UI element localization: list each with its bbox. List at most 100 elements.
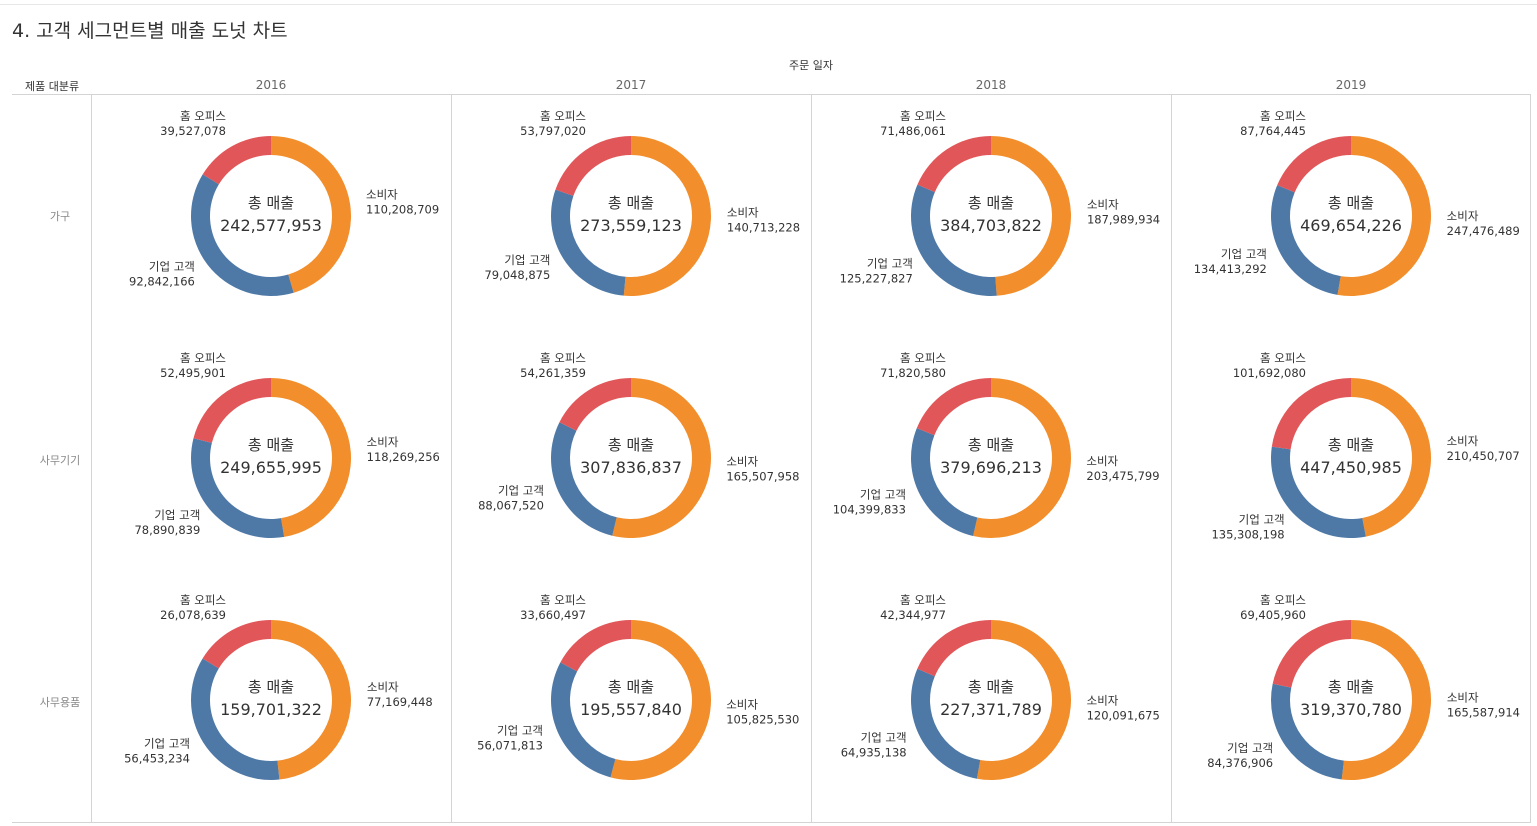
donut-slice-corporate[interactable] [1270,446,1366,538]
donut-center-total: 307,836,837 [580,458,682,477]
donut-slice-home-office[interactable] [1277,136,1351,193]
donut-center-total: 227,371,789 [940,700,1042,719]
segment-label-consumer: 소비자 [1086,454,1118,468]
donut-center-title: 총 매출 [248,436,294,454]
col-header-2019: 2019 [1335,78,1367,92]
segment-value-home-office: 33,660,497 [520,608,586,622]
segment-label-home-office: 홈 오피스 [180,351,226,365]
segment-value-corporate: 79,048,875 [484,268,550,282]
segment-value-consumer: 118,269,256 [367,450,440,464]
row-field-label: 제품 대분류 [25,80,80,93]
segment-label-home-office: 홈 오피스 [1260,109,1306,123]
donut-slice-corporate[interactable] [551,189,626,296]
segment-value-home-office: 53,797,020 [520,124,586,138]
donut-slice-corporate[interactable] [550,422,617,536]
segment-label-home-office: 홈 오피스 [180,109,226,123]
segment-label-consumer: 소비자 [1087,198,1119,212]
donut-slice-corporate[interactable] [1271,683,1344,780]
segment-label-home-office: 홈 오피스 [180,593,226,607]
donut-slice-corporate[interactable] [910,184,997,296]
segment-value-home-office: 71,486,061 [880,124,946,138]
donut-slice-consumer[interactable] [976,620,1071,780]
donut-center-title: 총 매출 [968,436,1014,454]
segment-label-corporate: 기업 고객 [154,508,200,522]
segment-value-consumer: 187,989,934 [1087,213,1160,227]
donut-slice-home-office[interactable] [917,136,991,193]
donut-slice-home-office[interactable] [193,378,271,443]
donut-slice-corporate[interactable] [190,174,294,296]
donut-slice-consumer[interactable] [991,136,1071,296]
donut-slice-home-office[interactable] [916,378,991,436]
donut-slice-corporate[interactable] [191,438,285,538]
header-divider [12,94,1531,95]
donut-slice-home-office[interactable] [202,136,271,185]
donut-slice-consumer[interactable] [271,378,352,537]
segment-value-home-office: 54,261,359 [520,366,586,380]
col-header-2016: 2016 [255,78,287,92]
segment-label-home-office: 홈 오피스 [540,351,586,365]
donut-slice-corporate[interactable] [551,662,616,778]
column-field-label: 주문 일자 [789,59,833,72]
segment-value-corporate: 134,413,292 [1194,262,1267,276]
segment-value-consumer: 105,825,530 [726,712,799,726]
segment-label-corporate: 기업 고객 [1239,512,1285,526]
donut-slice-consumer[interactable] [1351,378,1431,537]
donut-slice-corporate[interactable] [911,428,978,536]
donut-slice-home-office[interactable] [1272,620,1351,688]
segment-value-home-office: 71,820,580 [880,366,946,380]
segment-value-consumer: 203,475,799 [1086,469,1159,483]
segment-label-home-office: 홈 오피스 [1260,351,1306,365]
segment-label-corporate: 기업 고객 [861,731,907,745]
donut-slice-consumer[interactable] [623,136,711,296]
segment-label-corporate: 기업 고객 [149,260,195,274]
segment-label-consumer: 소비자 [366,187,398,201]
segment-label-consumer: 소비자 [727,205,759,219]
col-divider-3 [1171,94,1172,822]
donut-slice-consumer[interactable] [271,620,351,780]
segment-value-consumer: 165,507,958 [726,469,799,483]
donut-center-total: 379,696,213 [940,458,1042,477]
segment-value-corporate: 88,067,520 [478,498,544,512]
segment-label-home-office: 홈 오피스 [540,593,586,607]
col-header-2017: 2017 [615,78,647,92]
segment-label-home-office: 홈 오피스 [900,109,946,123]
top-rule [0,4,1537,5]
donut-slice-consumer[interactable] [610,620,712,781]
donut-center-title: 총 매출 [968,194,1014,212]
donut-slice-corporate[interactable] [191,658,280,780]
donut-slice-home-office[interactable] [1271,378,1351,450]
donut-slice-home-office[interactable] [560,620,631,672]
segment-label-home-office: 홈 오피스 [1260,593,1306,607]
donut-slice-consumer[interactable] [612,378,711,538]
segment-label-consumer: 소비자 [367,435,399,449]
donut-slice-home-office[interactable] [555,136,631,196]
segment-value-consumer: 110,208,709 [366,202,439,216]
segment-value-consumer: 120,091,675 [1087,708,1160,722]
donut-slice-consumer[interactable] [271,136,351,293]
donut-slice-consumer[interactable] [973,378,1071,538]
donut-center-title: 총 매출 [1328,678,1374,696]
segment-value-home-office: 39,527,078 [160,124,226,138]
segment-value-home-office: 52,495,901 [160,366,226,380]
donut-slice-home-office[interactable] [917,620,991,677]
segment-value-corporate: 125,227,827 [840,272,913,286]
donut-slice-consumer[interactable] [1337,136,1432,296]
donut-slice-consumer[interactable] [1341,620,1431,780]
segment-value-corporate: 56,453,234 [124,751,190,765]
donut-slice-home-office[interactable] [559,378,631,431]
donut-slice-corporate[interactable] [911,668,981,779]
segment-label-home-office: 홈 오피스 [900,351,946,365]
donut-center-total: 273,559,123 [580,216,682,235]
donut-center-title: 총 매출 [248,194,294,212]
donut-center-total: 242,577,953 [220,216,322,235]
segment-value-corporate: 104,399,833 [833,502,906,516]
segment-label-consumer: 소비자 [726,697,758,711]
donut-slice-home-office[interactable] [202,620,271,669]
segment-value-home-office: 69,405,960 [1240,608,1306,622]
segment-value-consumer: 247,476,489 [1447,224,1520,238]
donut-center-title: 총 매출 [608,678,654,696]
col-divider-1 [451,94,452,822]
donut-center-title: 총 매출 [1328,194,1374,212]
donut-slice-corporate[interactable] [1270,185,1341,295]
donut-center-total: 319,370,780 [1300,700,1402,719]
